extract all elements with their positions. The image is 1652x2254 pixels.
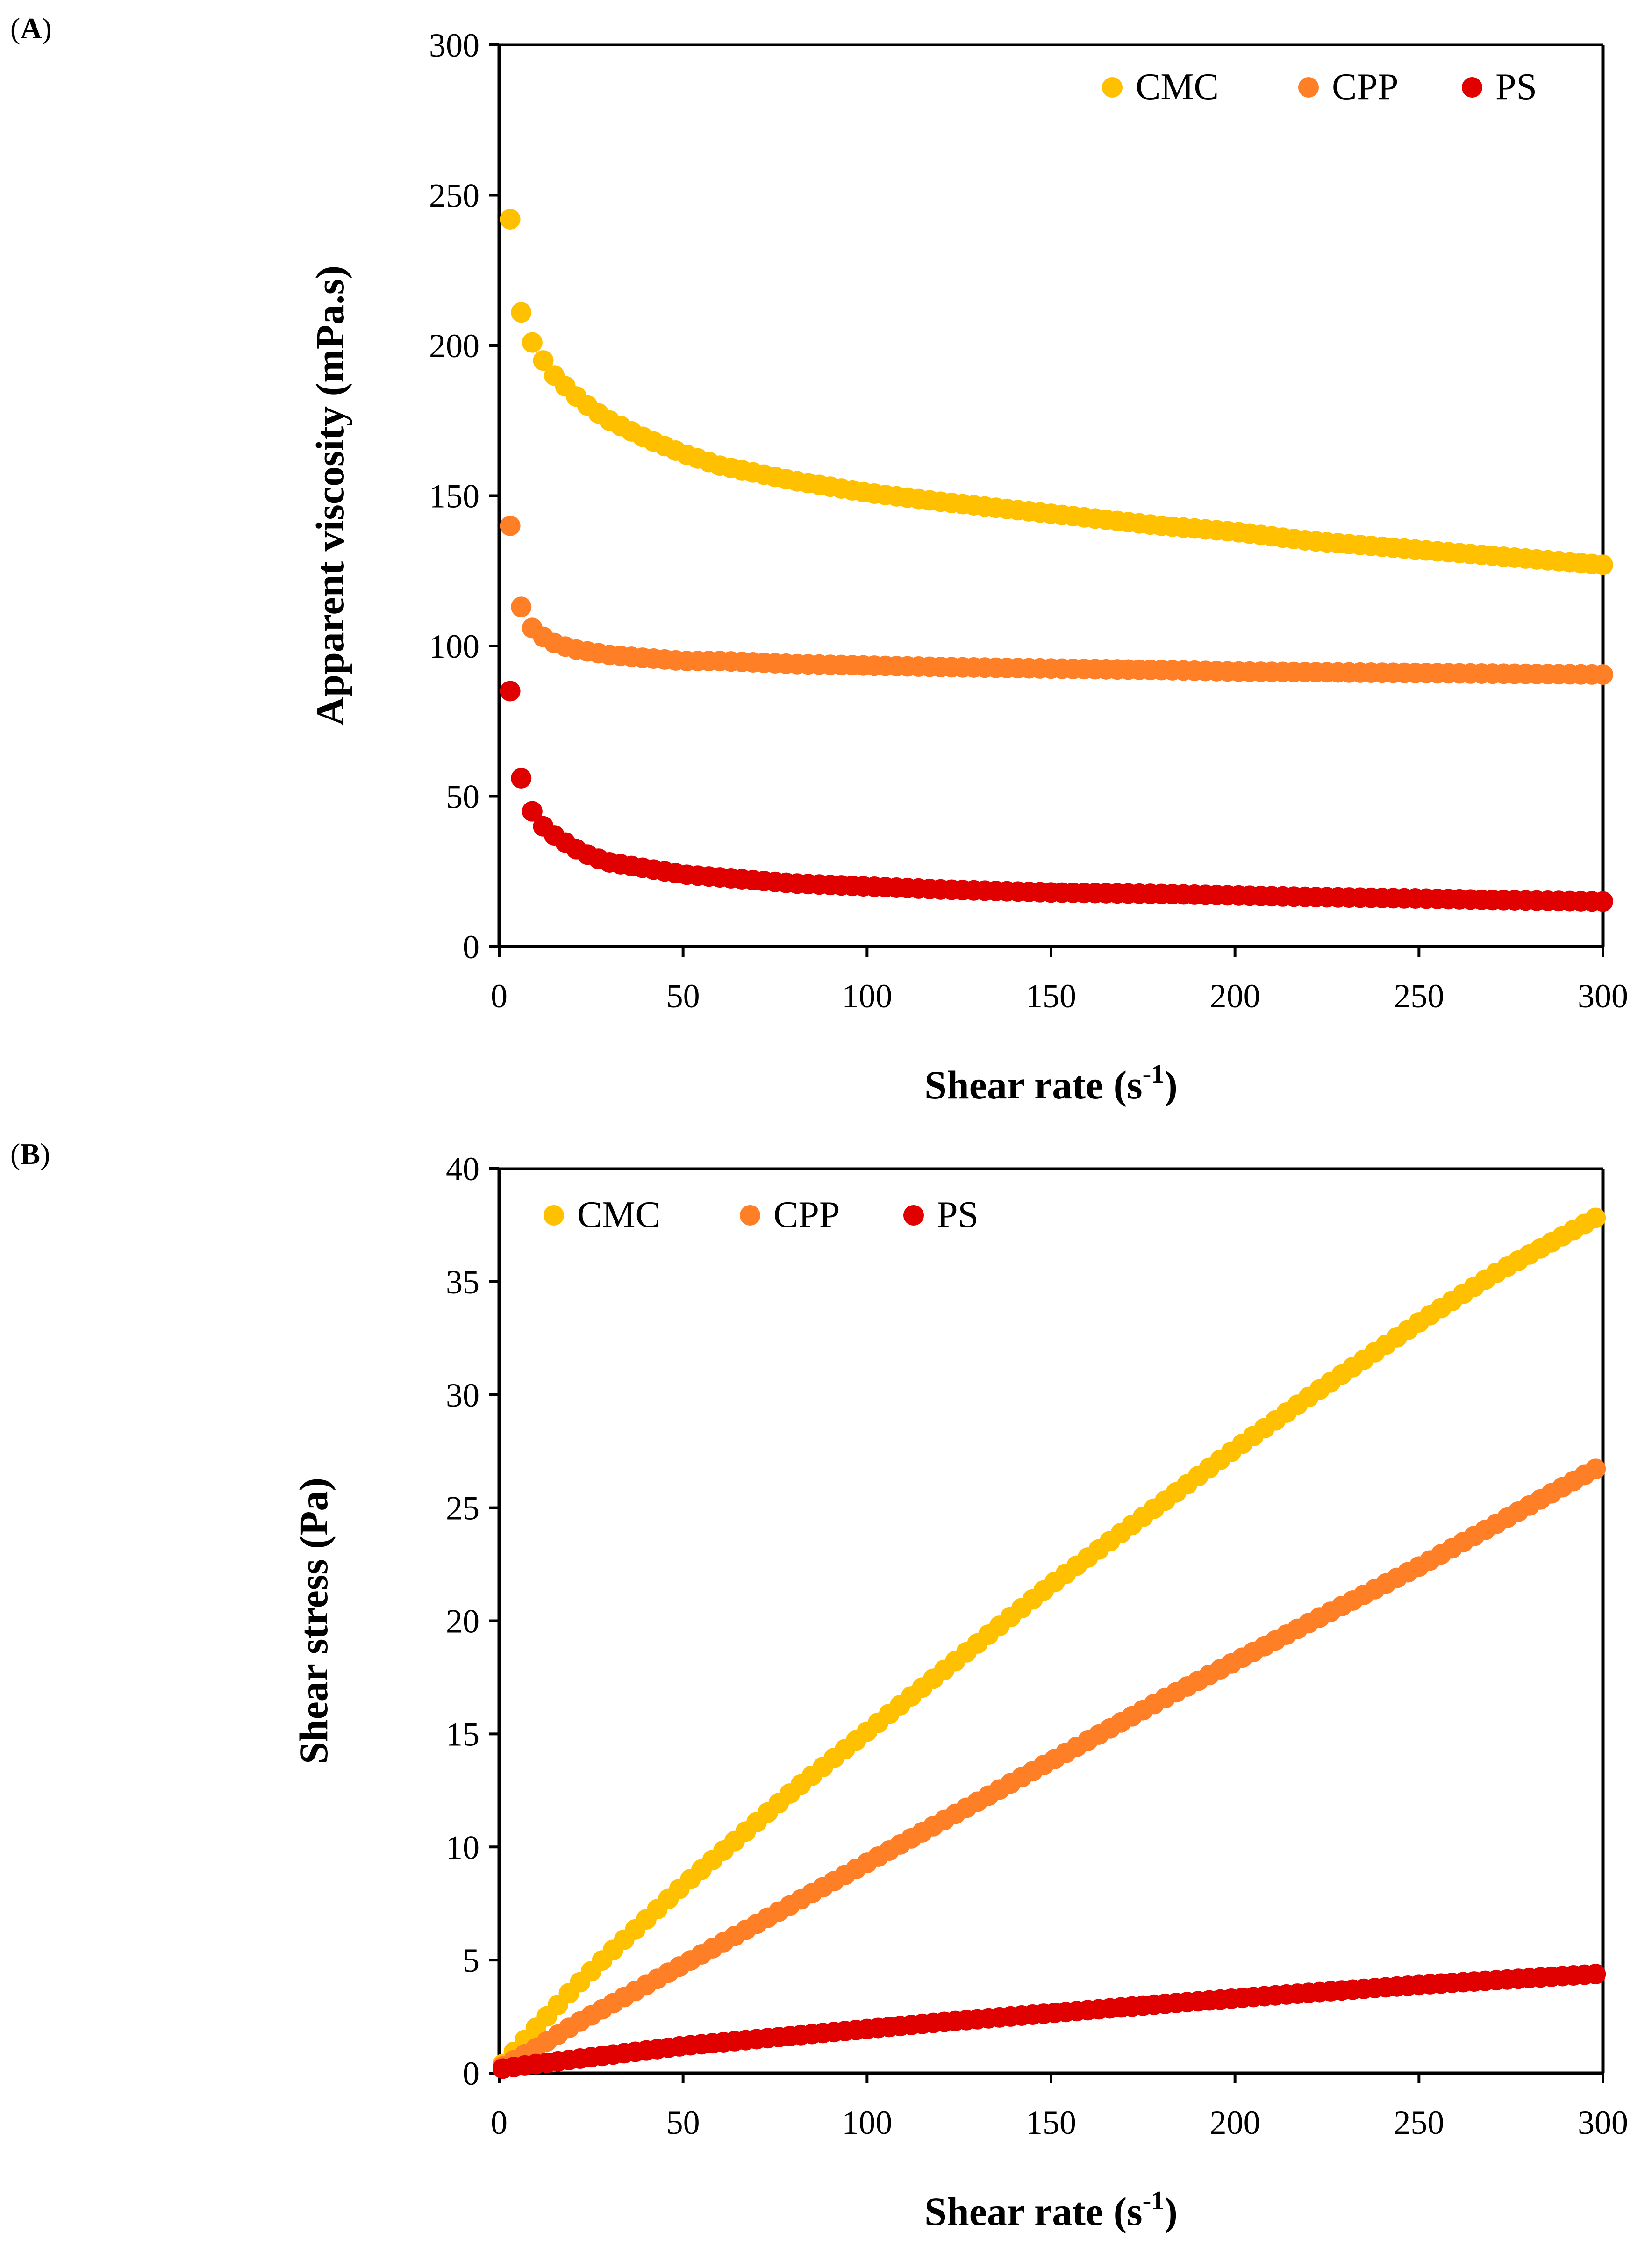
y-tick-label: 300: [429, 27, 479, 64]
y-axis-title: Apparent viscosity (mPa.s): [308, 266, 352, 726]
y-tick-label: 50: [446, 778, 479, 816]
x-tick-label: 0: [491, 2104, 508, 2141]
x-tick-label: 200: [1210, 2104, 1260, 2141]
y-tick-label: 250: [429, 177, 479, 215]
x-tick-label: 150: [1026, 2104, 1076, 2141]
y-axis-title: Shear stress (Pa): [291, 1478, 336, 1764]
legend-marker-cmc: [1102, 77, 1123, 98]
legend-label-cpp: CPP: [1332, 66, 1398, 108]
series-ps: [500, 681, 1613, 912]
chart-panel-b: (B) 0 5 10 15 20 25 30 35 40 0 50 100 150 200 250 300 She…: [10, 1137, 1628, 2234]
x-tick-label: 150: [1026, 977, 1076, 1015]
data-point: [511, 596, 532, 617]
y-tick-label: 30: [446, 1377, 479, 1414]
panel-label: (A): [10, 12, 52, 45]
y-tick-label: 200: [429, 327, 479, 365]
x-tick-label: 300: [1578, 977, 1628, 1015]
x-tick-label: 0: [491, 977, 508, 1015]
y-tick-label: 5: [463, 1942, 479, 1979]
legend: CMC CPP PS: [1102, 66, 1537, 108]
data-point: [533, 350, 554, 371]
y-tick-label: 10: [446, 1829, 479, 1866]
data-point: [511, 302, 532, 323]
y-tick-label: 35: [446, 1263, 479, 1301]
y-tick-label: 0: [463, 928, 479, 966]
series-cmc: [492, 1207, 1606, 2075]
legend-marker-cmc: [544, 1205, 564, 1226]
data-point: [1585, 1458, 1606, 1479]
data-point: [1593, 554, 1613, 575]
x-axis-title: Shear rate (s-1): [924, 2186, 1178, 2234]
data-point: [511, 768, 532, 789]
x-tick-label: 300: [1578, 2104, 1628, 2141]
y-tick-label: 150: [429, 478, 479, 515]
series-cmc: [500, 208, 1613, 575]
data-point: [500, 515, 521, 536]
data-point: [500, 208, 521, 230]
legend-label-cmc: CMC: [1136, 66, 1219, 108]
legend-marker-ps: [1462, 77, 1482, 98]
data-point: [500, 681, 521, 702]
data-point: [522, 801, 543, 822]
x-tick-label: 100: [842, 2104, 892, 2141]
x-axis-title: Shear rate (s-1): [924, 1060, 1178, 1107]
y-tick-label: 20: [446, 1603, 479, 1640]
data-point: [1585, 1964, 1606, 1985]
legend-marker-cpp: [740, 1205, 760, 1226]
legend-label-cpp: CPP: [773, 1194, 840, 1235]
legend-marker-ps: [903, 1205, 924, 1226]
series-cpp: [500, 515, 1613, 685]
y-tick-label: 15: [446, 1716, 479, 1753]
y-tick-label: 25: [446, 1490, 479, 1527]
y-tick-label: 100: [429, 628, 479, 665]
x-tick-label: 100: [842, 977, 892, 1015]
data-point: [1585, 1207, 1606, 1228]
series-cpp: [492, 1458, 1606, 2077]
legend: CMC CPP PS: [544, 1194, 979, 1235]
x-tick-label: 50: [666, 2104, 700, 2141]
chart-panel-a: (A) 0 50 100 150 200 250 300 0 50 100 150 200 250 300 S…: [10, 12, 1628, 1107]
legend-marker-cpp: [1298, 77, 1319, 98]
series-ps: [492, 1964, 1606, 2079]
panel-label: (B): [10, 1137, 50, 1170]
data-point: [522, 332, 543, 353]
y-tick-label: 40: [446, 1150, 479, 1188]
x-tick-label: 200: [1210, 977, 1260, 1015]
legend-label-ps: PS: [937, 1194, 979, 1235]
legend-label-cmc: CMC: [577, 1194, 660, 1235]
data-point: [1593, 664, 1613, 685]
x-tick-label: 50: [666, 977, 700, 1015]
y-tick-label: 0: [463, 2055, 479, 2092]
x-tick-label: 250: [1394, 2104, 1444, 2141]
x-tick-label: 250: [1394, 977, 1444, 1015]
data-point: [1593, 891, 1613, 912]
legend-label-ps: PS: [1495, 66, 1537, 108]
